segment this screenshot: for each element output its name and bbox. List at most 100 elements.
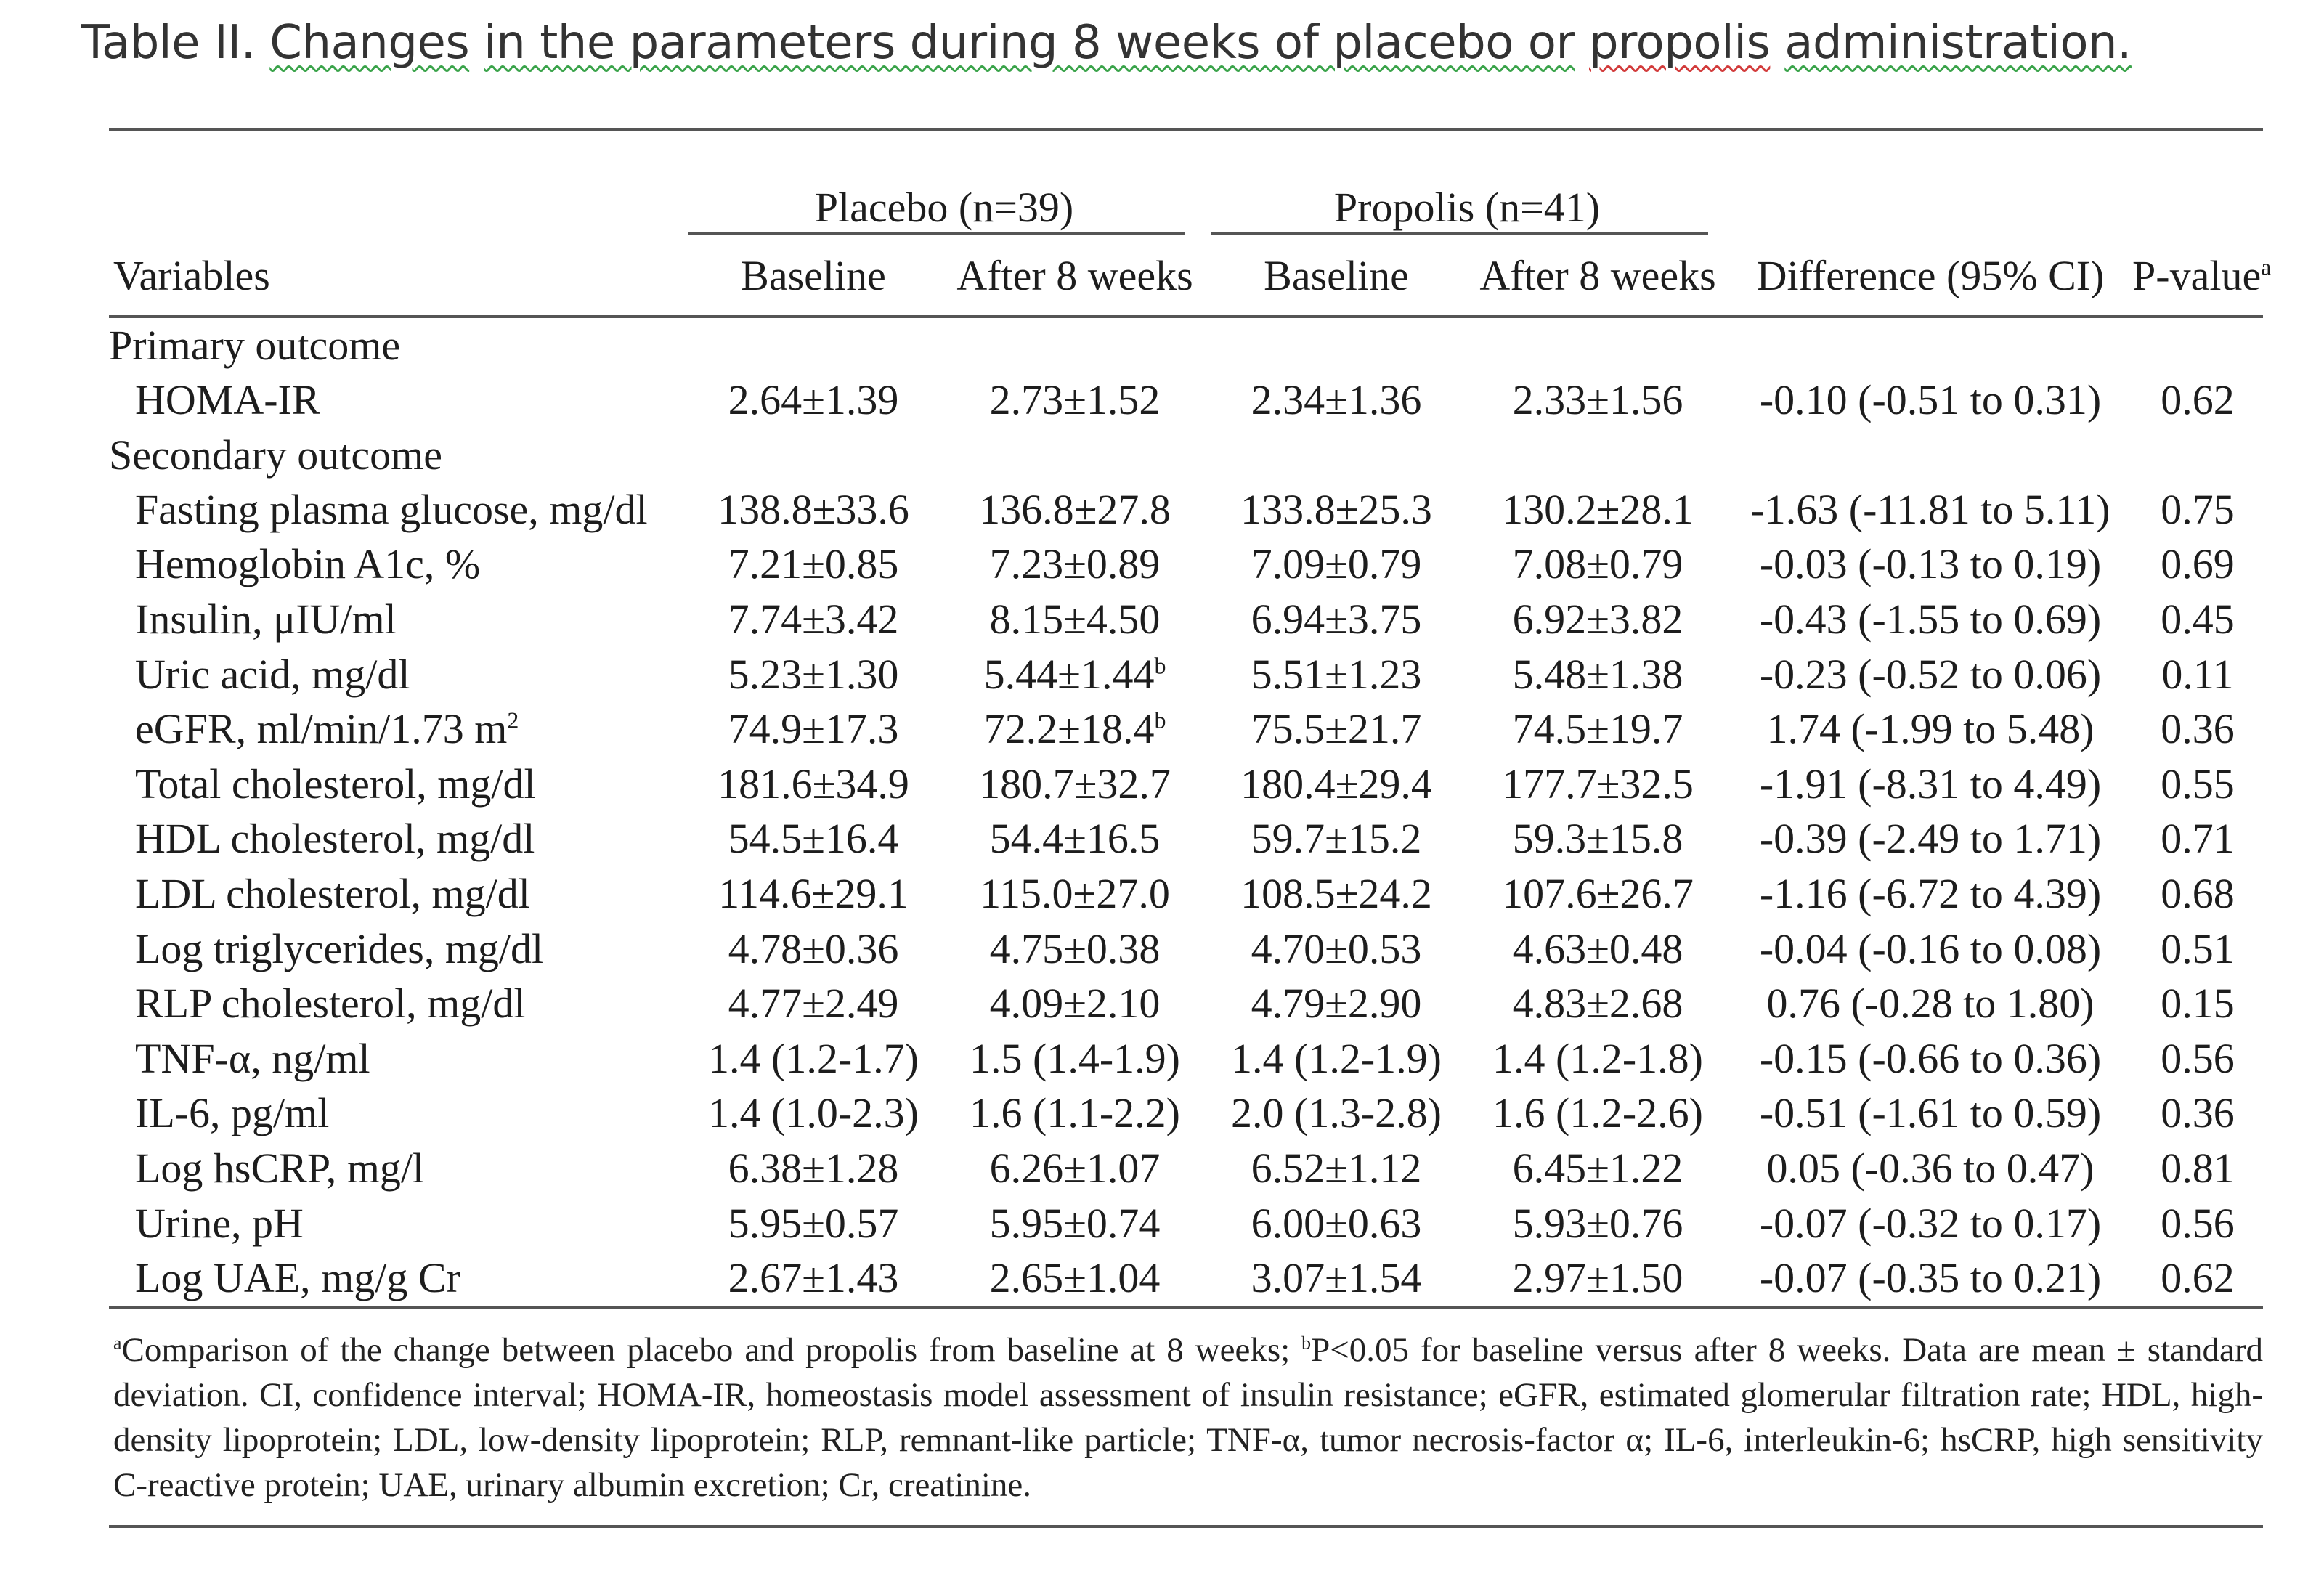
- body-bottom-rule: [109, 1305, 2263, 1309]
- cell-variable-text: HDL cholesterol, mg/dl: [135, 815, 535, 863]
- table-row: HDL cholesterol, mg/dl 54.5±16.4 54.4±16.5…: [109, 811, 2263, 866]
- cell-pvalue-text: 0.71: [2161, 815, 2235, 863]
- cell-propolis-after-text: 59.3±15.8: [1512, 815, 1683, 863]
- cell-pvalue: 0.81: [2132, 1141, 2263, 1196]
- group-underline-row: [109, 232, 2263, 235]
- cell-difference-text: -1.63 (-11.81 to 5.11): [1750, 485, 2110, 533]
- cell-placebo-after-text: 4.75±0.38: [989, 924, 1161, 972]
- cell-variable: Hemoglobin A1c, %: [109, 537, 683, 592]
- cell-variable-text: HOMA-IR: [135, 376, 320, 424]
- cell-difference-text: 0.05 (-0.36 to 0.47): [1766, 1144, 2095, 1192]
- cell-variable: Fasting plasma glucose, mg/dl: [109, 482, 683, 537]
- cell-variable-text: Urine, pH: [135, 1199, 304, 1247]
- cell-variable-text: TNF-α, ng/ml: [135, 1034, 370, 1082]
- table-row: Insulin, μIU/ml 7.74±3.42 8.15±4.50 6.94±3.…: [109, 592, 2263, 647]
- cell-difference: -0.04 (-0.16 to 0.08): [1728, 921, 2132, 976]
- data-table-container: Placebo (n=39) Propolis (n=41) Variables…: [109, 128, 2271, 1528]
- cell-difference: -0.43 (-1.55 to 0.69): [1728, 592, 2132, 647]
- cell-placebo-baseline-text: 1.4 (1.0-2.3): [708, 1089, 919, 1137]
- table-row: Total cholesterol, mg/dl 181.6±34.9 180.7±…: [109, 757, 2263, 812]
- table-row: IL-6, pg/ml 1.4 (1.0-2.3) 1.6 (1.1-2.2) 2.0…: [109, 1086, 2263, 1141]
- cell-propolis-baseline: 133.8±25.3: [1206, 482, 1467, 537]
- cell-variable: Urine, pH: [109, 1195, 683, 1250]
- cell-propolis-baseline-text: 133.8±25.3: [1240, 485, 1432, 533]
- cell-pvalue-text: 0.56: [2161, 1034, 2235, 1082]
- cell-variable: LDL cholesterol, mg/dl: [109, 866, 683, 922]
- cell-variable: Log hsCRP, mg/l: [109, 1141, 683, 1196]
- cell-variable-text: LDL cholesterol, mg/dl: [135, 870, 530, 918]
- cell-pvalue-text: 0.55: [2161, 760, 2235, 808]
- table-row: eGFR, ml/min/1.73 m2 74.9±17.3 72.2±18.4b 7…: [109, 702, 2263, 757]
- cell-placebo-baseline: 6.38±1.28: [683, 1141, 944, 1196]
- cell-placebo-baseline: 181.6±34.9: [683, 757, 944, 812]
- footnote-b-text: P<0.05 for baseline versus after 8 weeks…: [113, 1330, 2263, 1504]
- cell-difference-text: -0.23 (-0.52 to 0.06): [1759, 650, 2102, 698]
- cell-propolis-after: 5.48±1.38: [1467, 646, 1728, 702]
- cell-placebo-baseline: 2.64±1.39: [683, 373, 944, 428]
- cell-propolis-baseline: 6.94±3.75: [1206, 592, 1467, 647]
- cell-pvalue-text: 0.15: [2161, 980, 2235, 1028]
- cell-variable: Total cholesterol, mg/dl: [109, 757, 683, 812]
- cell-placebo-after: 115.0±27.0: [944, 866, 1206, 922]
- cell-placebo-after: 180.7±32.7: [944, 757, 1206, 812]
- cell-pvalue-text: 0.45: [2161, 595, 2235, 643]
- cell-placebo-after: 1.5 (1.4-1.9): [944, 1031, 1206, 1086]
- table-row: Log hsCRP, mg/l 6.38±1.28 6.26±1.07 6.52±1.…: [109, 1141, 2263, 1196]
- cell-placebo-after-text: 180.7±32.7: [979, 760, 1171, 808]
- cell-propolis-after-text: 107.6±26.7: [1502, 870, 1694, 918]
- cell-difference: -0.07 (-0.32 to 0.17): [1728, 1195, 2132, 1250]
- cell-variable-text: Insulin, μIU/ml: [135, 595, 397, 643]
- section-title: Primary outcome: [109, 322, 401, 369]
- cell-pvalue: 0.55: [2132, 757, 2263, 812]
- cell-difference-text: -1.16 (-6.72 to 4.39): [1759, 870, 2102, 918]
- cell-propolis-baseline: 2.34±1.36: [1206, 373, 1467, 428]
- cell-propolis-after-text: 74.5±19.7: [1512, 705, 1683, 753]
- cell-difference: -1.63 (-11.81 to 5.11): [1728, 482, 2132, 537]
- caption-word-propolis: propolis: [1589, 16, 1771, 70]
- cell-variable: TNF-α, ng/ml: [109, 1031, 683, 1086]
- cell-pvalue: 0.51: [2132, 921, 2263, 976]
- cell-variable-superscript: 2: [507, 707, 519, 733]
- cell-placebo-baseline: 138.8±33.6: [683, 482, 944, 537]
- cell-pvalue: 0.62: [2132, 1250, 2263, 1306]
- cell-propolis-after-text: 4.83±2.68: [1512, 980, 1683, 1028]
- cell-propolis-baseline-text: 7.09±0.79: [1251, 540, 1422, 588]
- cell-propolis-after: 107.6±26.7: [1467, 866, 1728, 922]
- cell-pvalue: 0.56: [2132, 1031, 2263, 1086]
- cell-placebo-after-text: 6.26±1.07: [989, 1144, 1161, 1192]
- cell-placebo-after-text: 7.23±0.89: [989, 540, 1161, 588]
- cell-propolis-after: 59.3±15.8: [1467, 811, 1728, 866]
- cell-placebo-baseline: 5.95±0.57: [683, 1195, 944, 1250]
- cell-difference-text: -0.10 (-0.51 to 0.31): [1759, 376, 2102, 424]
- cell-variable-text: RLP cholesterol, mg/dl: [135, 980, 526, 1028]
- cell-pvalue-text: 0.11: [2161, 650, 2234, 698]
- group-propolis-label: Propolis (n=41): [1333, 184, 1601, 231]
- cell-placebo-baseline-text: 6.38±1.28: [728, 1144, 899, 1192]
- cell-difference-text: 1.74 (-1.99 to 5.48): [1766, 705, 2095, 753]
- cell-propolis-baseline-text: 4.79±2.90: [1251, 980, 1422, 1028]
- cell-difference: 1.74 (-1.99 to 5.48): [1728, 702, 2132, 757]
- cell-propolis-baseline: 108.5±24.2: [1206, 866, 1467, 922]
- cell-difference: 0.05 (-0.36 to 0.47): [1728, 1141, 2132, 1196]
- cell-pvalue: 0.56: [2132, 1195, 2263, 1250]
- cell-placebo-after: 2.73±1.52: [944, 373, 1206, 428]
- cell-propolis-after: 1.4 (1.2-1.8): [1467, 1031, 1728, 1086]
- cell-propolis-after-text: 2.97±1.50: [1512, 1254, 1683, 1302]
- table-row: Fasting plasma glucose, mg/dl 138.8±33.6 1…: [109, 482, 2263, 537]
- table-row: Urine, pH 5.95±0.57 5.95±0.74 6.00±0.63 5.93…: [109, 1195, 2263, 1250]
- cell-propolis-baseline: 4.70±0.53: [1206, 921, 1467, 976]
- cell-placebo-baseline: 114.6±29.1: [683, 866, 944, 922]
- cell-variable-text: Hemoglobin A1c, %: [135, 540, 481, 588]
- cell-pvalue: 0.75: [2132, 482, 2263, 537]
- cell-propolis-baseline: 2.0 (1.3-2.8): [1206, 1086, 1467, 1141]
- cell-pvalue-text: 0.75: [2161, 485, 2235, 533]
- cell-propolis-baseline-text: 2.34±1.36: [1251, 376, 1422, 424]
- col-header-variables: Variables: [113, 251, 270, 299]
- cell-pvalue: 0.36: [2132, 702, 2263, 757]
- cell-propolis-after-text: 1.4 (1.2-1.8): [1492, 1034, 1703, 1082]
- cell-propolis-after: 4.63±0.48: [1467, 921, 1728, 976]
- cell-propolis-baseline-text: 75.5±21.7: [1251, 705, 1422, 753]
- cell-propolis-after: 6.45±1.22: [1467, 1141, 1728, 1196]
- cell-difference-text: -0.07 (-0.32 to 0.17): [1759, 1199, 2102, 1247]
- cell-placebo-baseline: 4.78±0.36: [683, 921, 944, 976]
